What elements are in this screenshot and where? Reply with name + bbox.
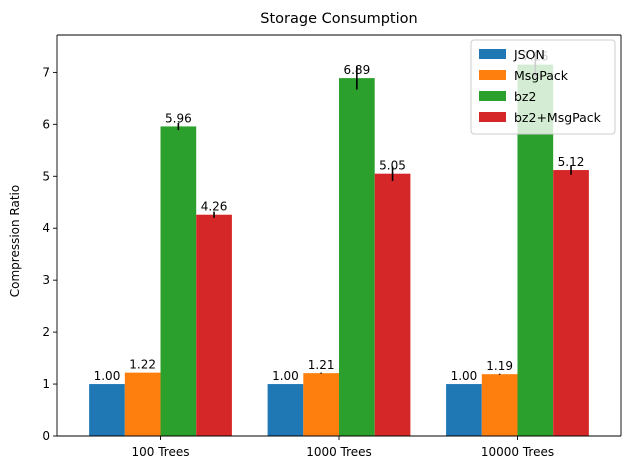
legend-box [470,39,616,135]
y-tick-label: 5 [42,169,50,183]
legend-label: bz2 [514,89,536,104]
data-label: 1.19 [486,359,513,373]
bar [89,384,125,436]
legend-label: JSON [513,47,545,62]
bar [160,126,197,437]
bar [303,373,339,436]
bar [124,372,161,436]
bar [196,214,232,436]
bar [374,173,411,437]
data-label: 1.21 [308,358,335,372]
legend-swatch [479,112,506,122]
y-tick-label: 6 [42,117,50,131]
x-tick-label: 10000 Trees [481,445,554,459]
bar [481,374,518,436]
y-tick-label: 1 [42,377,50,391]
bar [339,78,375,436]
data-label: 5.05 [379,159,406,173]
y-tick-label: 4 [42,221,50,235]
data-label: 1.00 [94,369,121,383]
bar [553,170,589,436]
legend-label: bz2+MsgPack [514,110,602,125]
data-label: 1.00 [272,369,299,383]
data-label: 1.00 [451,369,478,383]
data-label: 1.22 [129,358,156,372]
legend-swatch [479,91,506,101]
bar [446,384,482,436]
legend: JSON MsgPack bz2 bz2+MsgPack [470,39,616,135]
data-label: 5.96 [165,111,192,125]
x-tick-label: 1000 Trees [306,445,372,459]
legend-swatch [479,70,506,80]
chart-title: Storage Consumption [260,11,417,27]
data-label: 6.89 [343,63,370,77]
data-label: 5.12 [558,155,585,169]
y-tick-label: 0 [42,429,50,443]
bar [267,384,304,436]
data-label: 4.26 [201,200,228,214]
y-tick-label: 7 [42,65,50,79]
y-axis-label: Compression Ratio [8,185,22,298]
y-tick-label: 3 [42,273,50,287]
x-tick-label: 100 Trees [132,445,190,459]
legend-swatch [479,49,506,59]
legend-label: MsgPack [514,68,569,83]
y-tick-label: 2 [42,325,50,339]
